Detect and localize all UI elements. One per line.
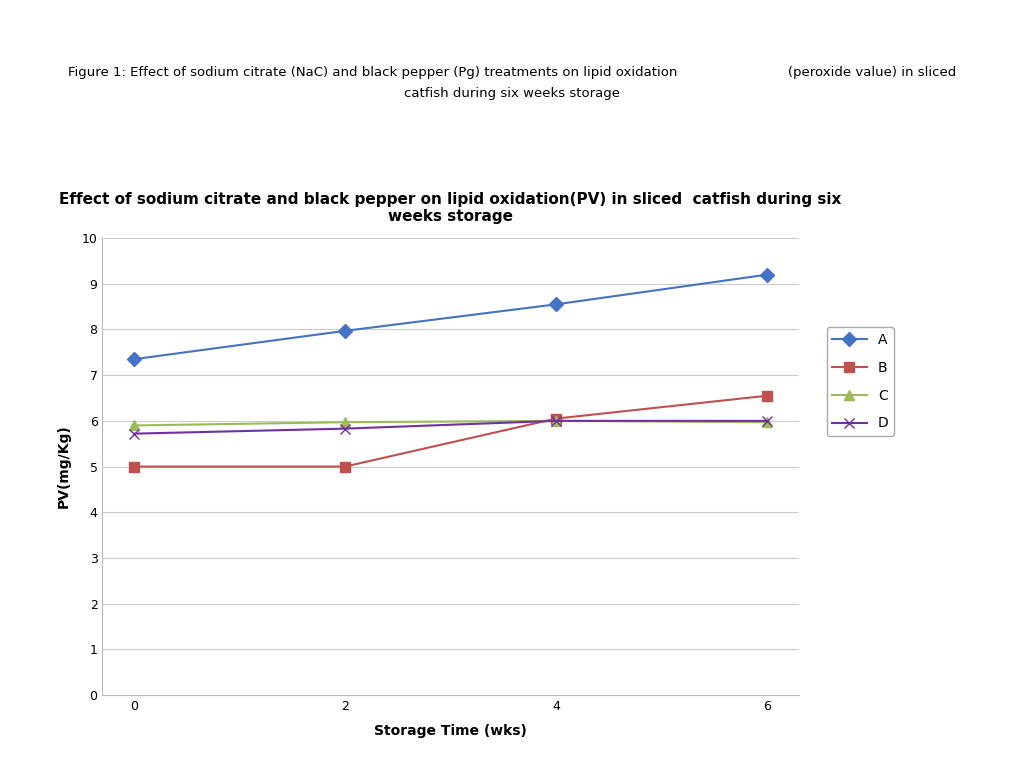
Text: catfish during six weeks storage: catfish during six weeks storage xyxy=(404,88,620,100)
X-axis label: Storage Time (wks): Storage Time (wks) xyxy=(374,724,527,738)
Title: Effect of sodium citrate and black pepper on lipid oxidation(PV) in sliced  catf: Effect of sodium citrate and black peppe… xyxy=(59,192,842,224)
Text: Figure 1: Effect of sodium citrate (NaC) and black pepper (Pg) treatments on lip: Figure 1: Effect of sodium citrate (NaC)… xyxy=(68,67,956,79)
Legend: A, B, C, D: A, B, C, D xyxy=(826,327,894,436)
Y-axis label: PV(mg/Kg): PV(mg/Kg) xyxy=(56,425,71,508)
